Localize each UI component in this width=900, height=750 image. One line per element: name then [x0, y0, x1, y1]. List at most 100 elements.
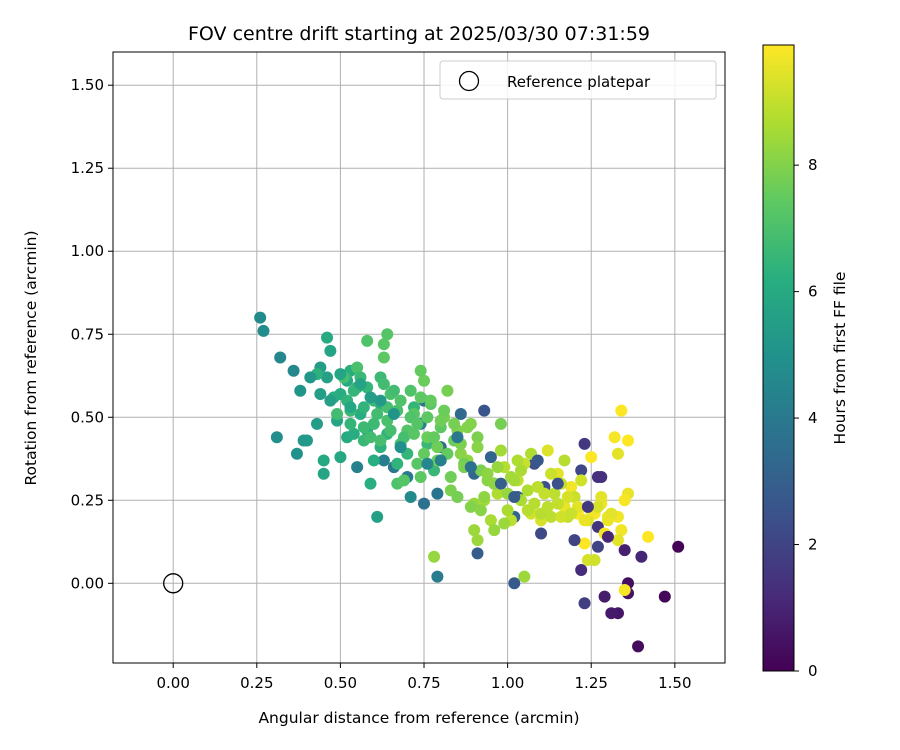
data-point: [454, 407, 467, 420]
data-point: [414, 471, 427, 484]
data-point: [471, 534, 484, 547]
data-point: [635, 550, 648, 563]
data-point: [541, 500, 554, 513]
data-point: [478, 490, 491, 503]
data-point: [451, 431, 464, 444]
data-point: [618, 583, 631, 596]
plot-frame: [112, 51, 726, 664]
data-point: [471, 441, 484, 454]
x-tick-label: 1.25: [575, 674, 608, 692]
data-point: [488, 524, 501, 537]
data-point: [545, 467, 558, 480]
data-point: [491, 461, 504, 474]
data-point: [672, 540, 685, 553]
data-point: [434, 414, 447, 427]
data-point: [565, 481, 578, 494]
data-point: [622, 434, 635, 447]
data-point: [374, 394, 387, 407]
axis-ticks: 0.00 0.25 0.50 0.75 1.00 1.25 1.50 0.00 0.25 0.50…: [71, 76, 692, 692]
data-point: [464, 500, 477, 513]
legend: Reference platepar: [439, 60, 717, 100]
data-point: [444, 471, 457, 484]
data-point: [551, 477, 564, 490]
data-point: [404, 384, 417, 397]
data-point: [511, 454, 524, 467]
data-point: [448, 417, 461, 430]
data-point: [521, 504, 534, 517]
data-point: [344, 401, 357, 414]
data-point: [314, 388, 327, 401]
y-tick-label: 0.75: [71, 325, 104, 343]
data-point: [491, 487, 504, 500]
data-point: [605, 507, 618, 520]
data-point: [585, 451, 598, 464]
data-point: [508, 490, 521, 503]
data-point: [618, 494, 631, 507]
data-point: [608, 431, 621, 444]
data-point: [287, 364, 300, 377]
data-point: [471, 547, 484, 560]
data-point: [257, 324, 270, 337]
data-point: [658, 590, 671, 603]
data-point: [324, 344, 337, 357]
data-point: [474, 504, 487, 517]
data-point: [615, 524, 628, 537]
data-point: [578, 597, 591, 610]
data-point: [535, 527, 548, 540]
colorbar-tick-label: 8: [808, 156, 818, 174]
y-tick-label: 1.50: [71, 76, 104, 94]
data-point: [331, 407, 344, 420]
data-point: [377, 338, 390, 351]
data-point: [588, 554, 601, 567]
data-point: [601, 530, 614, 543]
data-point: [397, 431, 410, 444]
data-point: [294, 384, 307, 397]
data-point: [384, 424, 397, 437]
data-point: [411, 457, 424, 470]
data-point: [468, 524, 481, 537]
data-point: [407, 427, 420, 440]
data-point: [270, 431, 283, 444]
data-point: [518, 570, 531, 583]
data-point: [605, 607, 618, 620]
data-point: [515, 464, 527, 477]
data-point: [364, 391, 377, 404]
data-point: [397, 474, 410, 487]
data-point: [367, 454, 380, 467]
data-point: [418, 447, 431, 460]
data-point: [494, 417, 507, 430]
data-point: [317, 467, 330, 480]
y-tick-label: 0.50: [71, 408, 104, 426]
data-point: [561, 490, 574, 503]
data-point: [344, 417, 357, 430]
data-point: [304, 371, 317, 384]
data-point: [501, 504, 514, 517]
data-point: [575, 464, 588, 477]
data-point: [357, 401, 370, 414]
data-point: [418, 497, 431, 510]
data-point: [494, 444, 507, 457]
data-point: [324, 394, 337, 407]
colorbar-tick-label: 4: [808, 409, 818, 427]
data-point: [434, 454, 447, 467]
data-point: [381, 328, 394, 341]
legend-label-reference: Reference platepar: [507, 73, 651, 91]
data-point: [642, 530, 655, 543]
x-tick-label: 0.00: [156, 674, 189, 692]
data-point: [351, 361, 364, 374]
data-point: [591, 540, 604, 553]
chart-title: FOV centre drift starting at 2025/03/30 …: [188, 23, 650, 45]
y-tick-label: 1.25: [71, 159, 104, 177]
x-axis-label: Angular distance from reference (arcmin): [258, 709, 579, 727]
data-point: [347, 427, 360, 440]
data-point: [484, 451, 497, 464]
colorbar-ticks: 0 2 4 6 8: [794, 156, 818, 680]
legend-marker-reference: [458, 70, 480, 92]
data-point: [334, 451, 347, 464]
data-point: [290, 447, 303, 460]
data-point: [351, 461, 364, 474]
data-point: [364, 431, 377, 444]
data-point: [431, 570, 444, 583]
data-point: [595, 490, 608, 503]
